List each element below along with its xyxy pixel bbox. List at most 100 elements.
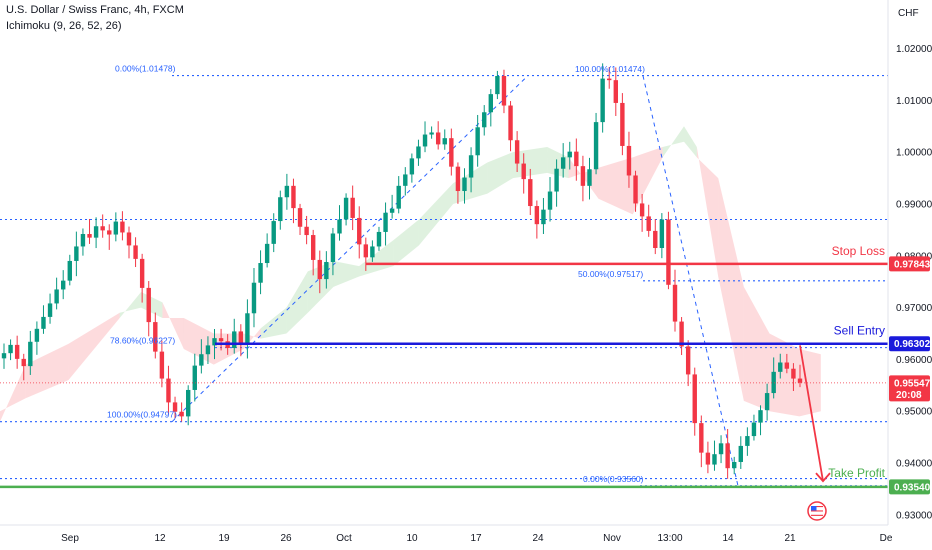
candle-body xyxy=(771,371,776,394)
x-tick-label: Sep xyxy=(61,533,79,544)
candle-body xyxy=(258,263,263,283)
candle-body xyxy=(383,212,388,232)
candle-body xyxy=(672,284,678,322)
candle-body xyxy=(435,132,441,145)
fib-label: 100.00%(0.94797) xyxy=(107,410,177,420)
candle-body xyxy=(153,322,158,352)
take-profit-annotation: Take Profit xyxy=(828,466,885,480)
candle-body xyxy=(93,226,99,238)
candle-body xyxy=(639,203,645,217)
fib-connector-line xyxy=(642,75,739,486)
candle-body xyxy=(192,365,197,390)
candle-body xyxy=(357,217,362,245)
fib-connector-lines xyxy=(171,75,739,486)
cloud-segment xyxy=(68,312,120,381)
candle-body xyxy=(758,410,763,423)
y-tick-label: 1.01000 xyxy=(896,96,932,107)
candle-body xyxy=(462,177,467,192)
cloud-segment xyxy=(286,271,308,334)
candle-body xyxy=(107,230,112,235)
candle-body xyxy=(87,234,92,238)
candle-body xyxy=(166,378,171,403)
y-tick-label: 1.00000 xyxy=(896,148,932,159)
candle-body xyxy=(705,452,711,465)
candle-body xyxy=(745,436,750,446)
candle-body xyxy=(620,102,625,146)
candle-body xyxy=(764,393,770,411)
candle-body xyxy=(738,445,743,462)
flag-stripe xyxy=(811,514,823,516)
ichimoku-cloud xyxy=(0,126,821,422)
cloud-segment xyxy=(568,157,599,199)
cloud-segment xyxy=(0,364,26,422)
x-tick-label: 26 xyxy=(280,533,292,544)
candle-body xyxy=(475,127,480,156)
candle-body xyxy=(54,289,59,304)
current-price-tag-text: 0.95547 xyxy=(894,378,931,389)
candle-body xyxy=(113,221,119,235)
candle-body xyxy=(264,243,270,264)
candle-body xyxy=(403,174,408,186)
candle-body xyxy=(21,358,26,367)
sell-entry-price-tag xyxy=(889,336,930,352)
candle-body xyxy=(41,316,46,329)
candle-body xyxy=(607,78,612,81)
x-tick-label: 17 xyxy=(470,533,482,544)
candle-body xyxy=(653,230,658,249)
time-axis[interactable]: Sep 12 19 26 Oct 10 17 24 Nov 13:00 14 21 De xyxy=(0,524,893,544)
candle-body xyxy=(429,132,434,135)
candle-body xyxy=(343,197,349,220)
x-tick-label: 12 xyxy=(154,533,166,544)
candle-body xyxy=(291,185,296,209)
fib-label: 78.60%(0.96227) xyxy=(110,336,175,346)
cloud-segment xyxy=(418,183,454,246)
candle-body xyxy=(67,260,72,281)
candle-body xyxy=(613,80,619,103)
projection-arrow xyxy=(799,345,824,482)
candle-body xyxy=(34,328,40,342)
candle-body xyxy=(271,221,276,244)
cloud-segment xyxy=(684,126,697,158)
candle-body xyxy=(646,216,651,231)
candle-body xyxy=(626,145,632,176)
cloud-segment xyxy=(718,178,744,401)
candle-body xyxy=(416,146,421,159)
candle-body xyxy=(547,191,553,210)
candle-body xyxy=(784,362,790,369)
candle-body xyxy=(712,454,717,465)
candle-body xyxy=(304,226,309,236)
candle-body xyxy=(422,134,428,147)
cloud-segment xyxy=(141,292,163,318)
candle-body xyxy=(468,155,474,178)
candle-body xyxy=(100,226,105,231)
candle-body xyxy=(409,158,415,175)
chart-title: U.S. Dollar / Swiss Franc, 4h, FXCM xyxy=(6,4,184,16)
candle-body xyxy=(488,94,494,113)
candle-body xyxy=(179,411,184,417)
candle-body xyxy=(692,374,697,424)
x-tick-label: De xyxy=(880,533,893,544)
candle-body xyxy=(28,341,33,367)
candle-body xyxy=(8,344,13,354)
candle-body xyxy=(310,235,316,260)
us-flag-icon[interactable] xyxy=(807,501,827,521)
fib-connector-line xyxy=(171,75,529,423)
candle-body xyxy=(317,259,322,280)
y-tick-label: 0.99000 xyxy=(896,199,932,210)
candle-body xyxy=(521,163,526,180)
cloud-segment xyxy=(183,317,214,365)
trade-levels xyxy=(0,262,888,489)
annotations: Stop Loss Sell Entry Take Profit xyxy=(799,244,886,483)
candle-body xyxy=(245,313,250,344)
y-tick-label: 0.96000 xyxy=(896,355,932,366)
flag-stripe xyxy=(811,506,823,508)
candle-body xyxy=(679,321,684,347)
candle-body xyxy=(61,280,66,290)
candle-body xyxy=(139,258,145,288)
cloud-segment xyxy=(598,157,633,215)
candle-body xyxy=(74,246,79,261)
candle-body xyxy=(633,175,638,204)
y-tick-label: 0.95000 xyxy=(896,407,932,418)
